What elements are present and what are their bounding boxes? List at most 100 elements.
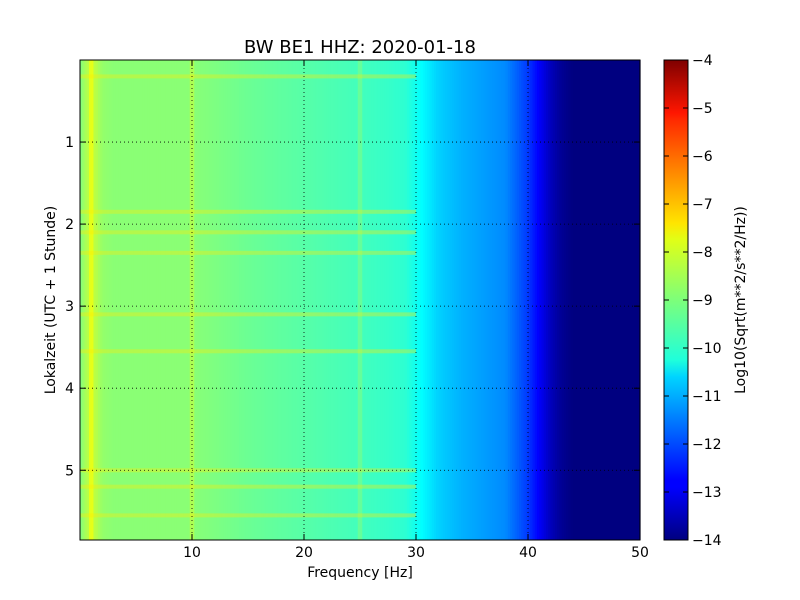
heatmap-column: [230, 60, 233, 540]
heatmap-column: [344, 60, 348, 540]
heatmap-column: [613, 60, 616, 540]
heatmap-column: [523, 60, 527, 540]
heatmap-column: [100, 60, 103, 540]
heatmap-column: [610, 60, 614, 540]
heatmap-column: [360, 60, 363, 540]
heatmap-column: [422, 60, 426, 540]
heatmap-column: [183, 60, 186, 540]
heatmap-column: [445, 60, 448, 540]
heatmap-column: [501, 60, 504, 540]
heatmap-column: [474, 60, 478, 540]
heatmap-column: [227, 60, 231, 540]
bright-band: [80, 250, 416, 255]
heatmap-column: [467, 60, 471, 540]
heatmap-column: [232, 60, 236, 540]
heatmap-column: [216, 60, 220, 540]
heatmap-column: [187, 60, 191, 540]
heatmap-column: [265, 60, 269, 540]
heatmap-column: [84, 60, 88, 540]
heatmap-column: [575, 60, 578, 540]
heatmap-column: [456, 60, 460, 540]
heatmap-column: [599, 60, 603, 540]
heatmap-column: [424, 60, 428, 540]
heatmap-column: [131, 60, 135, 540]
heatmap-column: [254, 60, 258, 540]
x-tick-label: 40: [519, 545, 537, 561]
y-tick-label: 3: [65, 299, 74, 315]
heatmap-column: [355, 60, 359, 540]
x-tick-label: 30: [407, 545, 425, 561]
heatmap-column: [223, 60, 227, 540]
heatmap-column: [586, 60, 590, 540]
heatmap-column: [418, 60, 422, 540]
heatmap-column: [203, 60, 207, 540]
heatmap-column: [427, 60, 431, 540]
heatmap-column: [241, 60, 245, 540]
heatmap-column: [389, 60, 392, 540]
heatmap-column: [631, 60, 634, 540]
heatmap-column: [156, 60, 159, 540]
heatmap-column: [82, 60, 86, 540]
heatmap-column: [333, 60, 336, 540]
colorbar-tick-label: −6: [692, 149, 713, 165]
heatmap-column: [245, 60, 249, 540]
heatmap-column: [115, 60, 119, 540]
heatmap-column: [413, 60, 417, 540]
colorbar-tick-label: −14: [692, 533, 722, 549]
heatmap-column: [165, 60, 168, 540]
heatmap-column: [433, 60, 437, 540]
heatmap-column: [118, 60, 121, 540]
heatmap-column: [127, 60, 130, 540]
heatmap-column: [384, 60, 388, 540]
heatmap-column: [404, 60, 408, 540]
heatmap-column: [353, 60, 357, 540]
heatmap-column: [449, 60, 453, 540]
heatmap-column: [528, 60, 531, 540]
heatmap-column: [478, 60, 482, 540]
heatmap-column: [317, 60, 321, 540]
heatmap-column: [382, 60, 386, 540]
bright-band: [80, 484, 416, 489]
chart-title: BW BE1 HHZ: 2020-01-18: [244, 37, 476, 58]
heatmap-column: [111, 60, 115, 540]
heatmap-column: [169, 60, 173, 540]
colorbar-label: Log10(Sqrt(m**2/s**2/Hz)): [733, 206, 749, 394]
heatmap-column: [525, 60, 529, 540]
heatmap-column: [447, 60, 451, 540]
heatmap-column: [498, 60, 502, 540]
heatmap-column: [543, 60, 547, 540]
heatmap-column: [371, 60, 375, 540]
heatmap-column: [328, 60, 332, 540]
heatmap-column: [315, 60, 319, 540]
heatmap-column: [440, 60, 444, 540]
heatmap-column: [568, 60, 572, 540]
bright-band: [80, 74, 416, 79]
heatmap-column: [295, 60, 298, 540]
heatmap-column: [310, 60, 314, 540]
heatmap-column: [386, 60, 390, 540]
heatmap-column: [362, 60, 366, 540]
heatmap-column: [144, 60, 148, 540]
heatmap-column: [476, 60, 480, 540]
heatmap-column: [207, 60, 211, 540]
heatmap-column: [142, 60, 146, 540]
grid-lines: [80, 60, 640, 540]
heatmap-column: [572, 60, 576, 540]
heatmap-column: [225, 60, 229, 540]
heatmap-column: [507, 60, 511, 540]
bright-band: [80, 209, 416, 214]
heatmap-column: [559, 60, 563, 540]
y-tick-label: 1: [65, 135, 74, 151]
colorbar-ticks: −4 −5 −6 −7 −8 −9 −10 −11 −12 −13 −14: [664, 53, 722, 549]
heatmap-column: [239, 60, 242, 540]
heatmap-column: [252, 60, 256, 540]
heatmap-column: [492, 60, 495, 540]
plot-frame: [79, 59, 641, 541]
heatmap-column: [557, 60, 560, 540]
heatmap-column: [512, 60, 516, 540]
heatmap-column: [174, 60, 177, 540]
heatmap-column: [584, 60, 587, 540]
y-tick-label: 5: [65, 463, 74, 479]
heatmap-column: [274, 60, 278, 540]
heatmap-column: [541, 60, 545, 540]
